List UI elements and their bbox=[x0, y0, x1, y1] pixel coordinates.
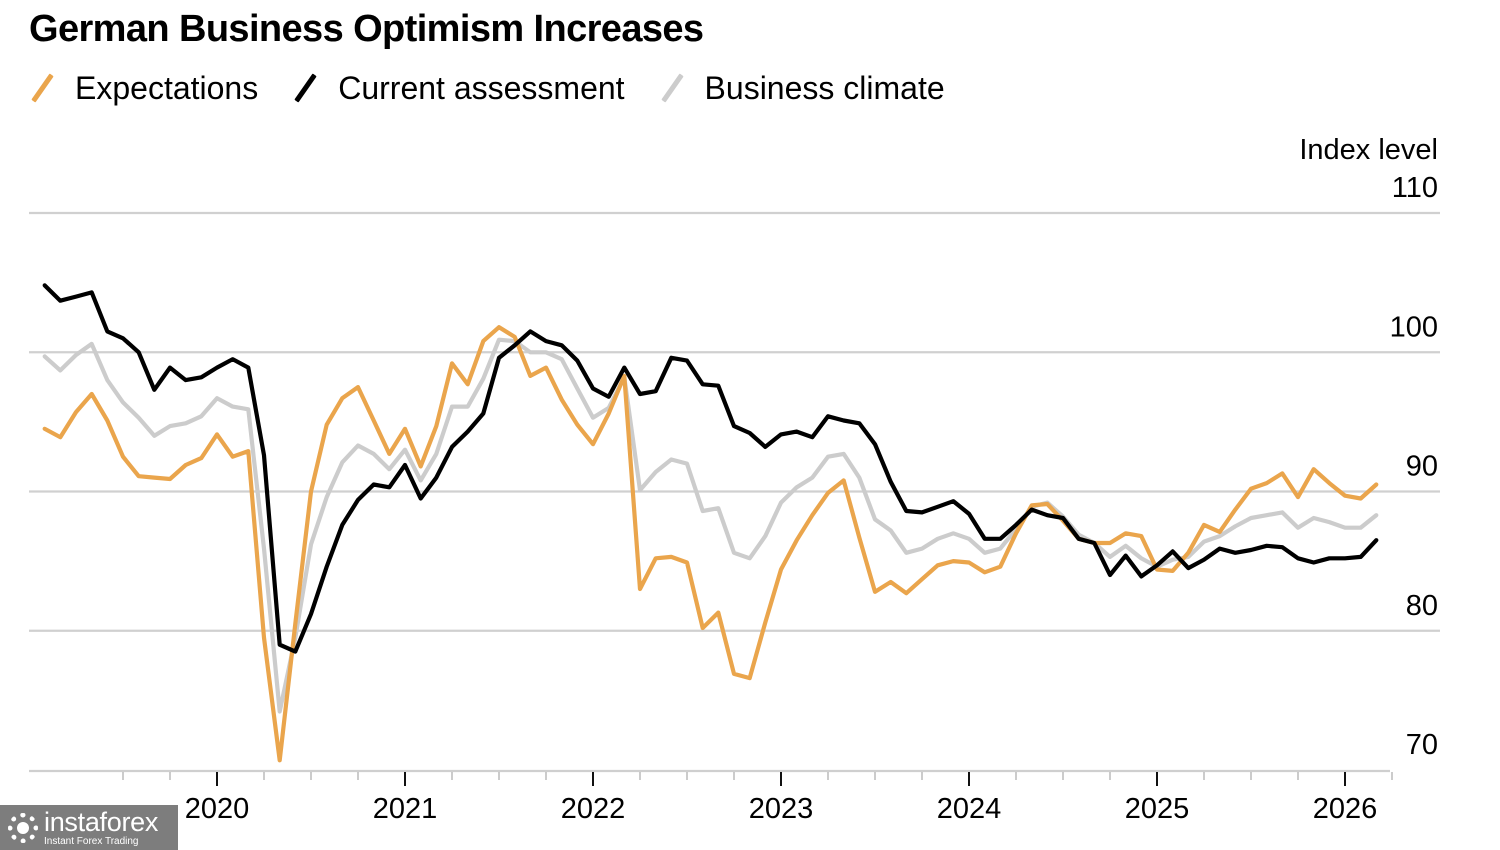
x-tick-label: 2024 bbox=[937, 793, 1002, 825]
series-line-business-climate bbox=[42, 337, 1379, 714]
x-tick-label: 2023 bbox=[749, 793, 814, 825]
y-tick-label: 90 bbox=[1406, 451, 1438, 483]
legend-item-expectations: Expectations bbox=[29, 68, 258, 108]
y-tick-label: 80 bbox=[1406, 590, 1438, 622]
legend-item-business-climate: Business climate bbox=[659, 68, 945, 108]
legend-label-business-climate: Business climate bbox=[704, 70, 945, 106]
chart-title: German Business Optimism Increases bbox=[29, 8, 704, 50]
series-line-expectations bbox=[42, 325, 1379, 763]
x-tick-label: 2022 bbox=[561, 793, 626, 825]
y-axis-label: Index level bbox=[1299, 134, 1438, 166]
y-tick-label: 100 bbox=[1390, 311, 1438, 343]
y-tick-label: 110 bbox=[1392, 172, 1438, 204]
x-tick-label: 2021 bbox=[373, 793, 438, 825]
legend-item-current-assessment: Current assessment bbox=[292, 68, 624, 108]
series-line-current-assessment bbox=[42, 283, 1379, 654]
x-tick-label: 2020 bbox=[185, 793, 250, 825]
x-tick-label: 2026 bbox=[1313, 793, 1378, 825]
legend-label-expectations: Expectations bbox=[75, 70, 259, 106]
chart-legend: Expectations Current assessment Business… bbox=[29, 68, 979, 108]
watermark-brand: instaforex bbox=[44, 806, 159, 837]
watermark: instaforex Instant Forex Trading bbox=[0, 805, 178, 850]
gear-logo-icon bbox=[6, 811, 40, 845]
x-axis: 2020 2021 2022 2023 2024 2025 2026 bbox=[29, 769, 1393, 825]
watermark-tagline: Instant Forex Trading bbox=[44, 835, 139, 847]
legend-label-current-assessment: Current assessment bbox=[338, 70, 625, 106]
y-tick-label: 70 bbox=[1406, 729, 1438, 761]
series-lines bbox=[42, 283, 1379, 763]
y-tick-labels: 70 80 90 100 110 bbox=[1390, 172, 1438, 761]
x-tick-label: 2025 bbox=[1125, 793, 1190, 825]
